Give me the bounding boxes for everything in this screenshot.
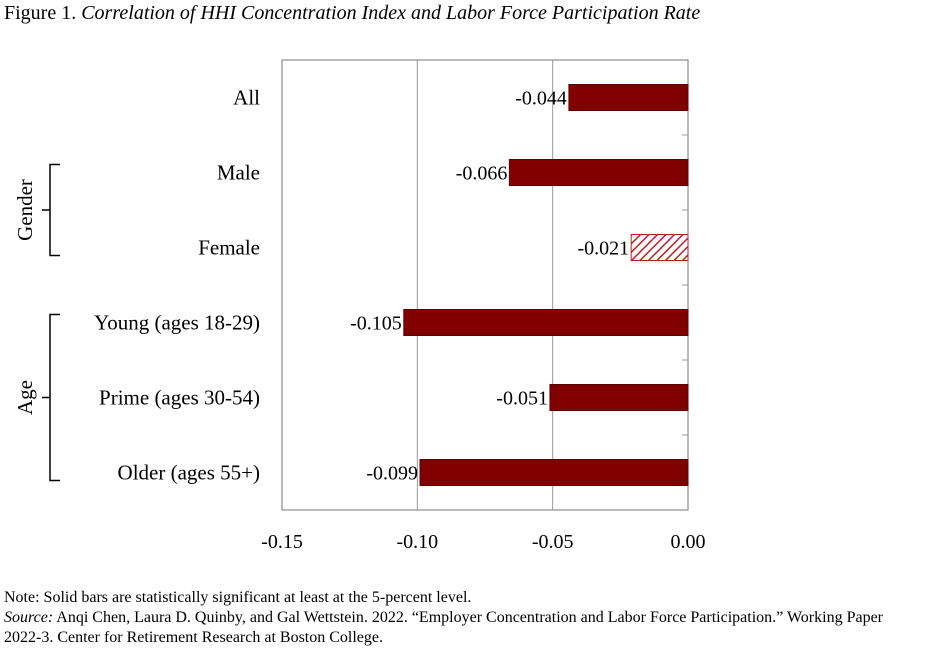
category-label: Prime (ages 30-54): [99, 386, 260, 410]
data-label: -0.051: [496, 388, 548, 410]
x-tick-label: -0.15: [261, 531, 303, 553]
category-label: All: [233, 86, 260, 110]
bar: [508, 159, 689, 186]
bar: [419, 459, 689, 486]
figure-notes: Note: Solid bars are statistically signi…: [4, 588, 924, 648]
bar: [630, 234, 689, 261]
data-label: -0.099: [366, 463, 418, 485]
category-label: Young (ages 18-29): [94, 311, 260, 335]
source-label: Source:: [4, 609, 54, 626]
plot-area: [281, 59, 689, 511]
data-label: -0.044: [515, 88, 567, 110]
x-tick-label: -0.05: [532, 531, 574, 553]
data-label: -0.105: [350, 313, 402, 335]
bar: [403, 309, 689, 336]
gridlines: [416, 60, 688, 510]
source-citation: Anqi Chen, Laura D. Quinby, and Gal Wett…: [4, 609, 883, 646]
note-text: Note: Solid bars are statistically signi…: [4, 589, 472, 606]
group-bracket: [42, 313, 60, 482]
category-label: Female: [198, 236, 260, 260]
figure-title: Figure 1. Correlation of HHI Concentrati…: [4, 2, 700, 25]
group-brackets: Gender Age: [13, 163, 60, 482]
category-label: Older (ages 55+): [118, 461, 260, 485]
figure-title-text: Correlation of HHI Concentration Index a…: [81, 2, 701, 24]
category-label: Male: [217, 161, 260, 185]
figure-number: Figure 1.: [4, 2, 77, 24]
bar: [549, 384, 689, 411]
group-label: Gender: [13, 179, 37, 241]
bar: [568, 84, 689, 111]
group-bracket: [42, 163, 60, 257]
source-text: Source: Anqi Chen, Laura D. Quinby, and …: [4, 608, 924, 648]
labels: -0.15 -0.10 -0.05 0.00 -0.044 All -0.066 Male -0…: [94, 86, 705, 554]
bars: [403, 84, 689, 486]
bar-chart: -0.15 -0.10 -0.05 0.00 -0.044 All -0.066 Male -0…: [13, 59, 706, 554]
data-label: -0.066: [456, 163, 508, 185]
x-tick-label: 0.00: [671, 531, 706, 553]
x-tick-label: -0.10: [396, 531, 438, 553]
data-label: -0.021: [577, 238, 629, 260]
group-label: Age: [13, 380, 37, 415]
